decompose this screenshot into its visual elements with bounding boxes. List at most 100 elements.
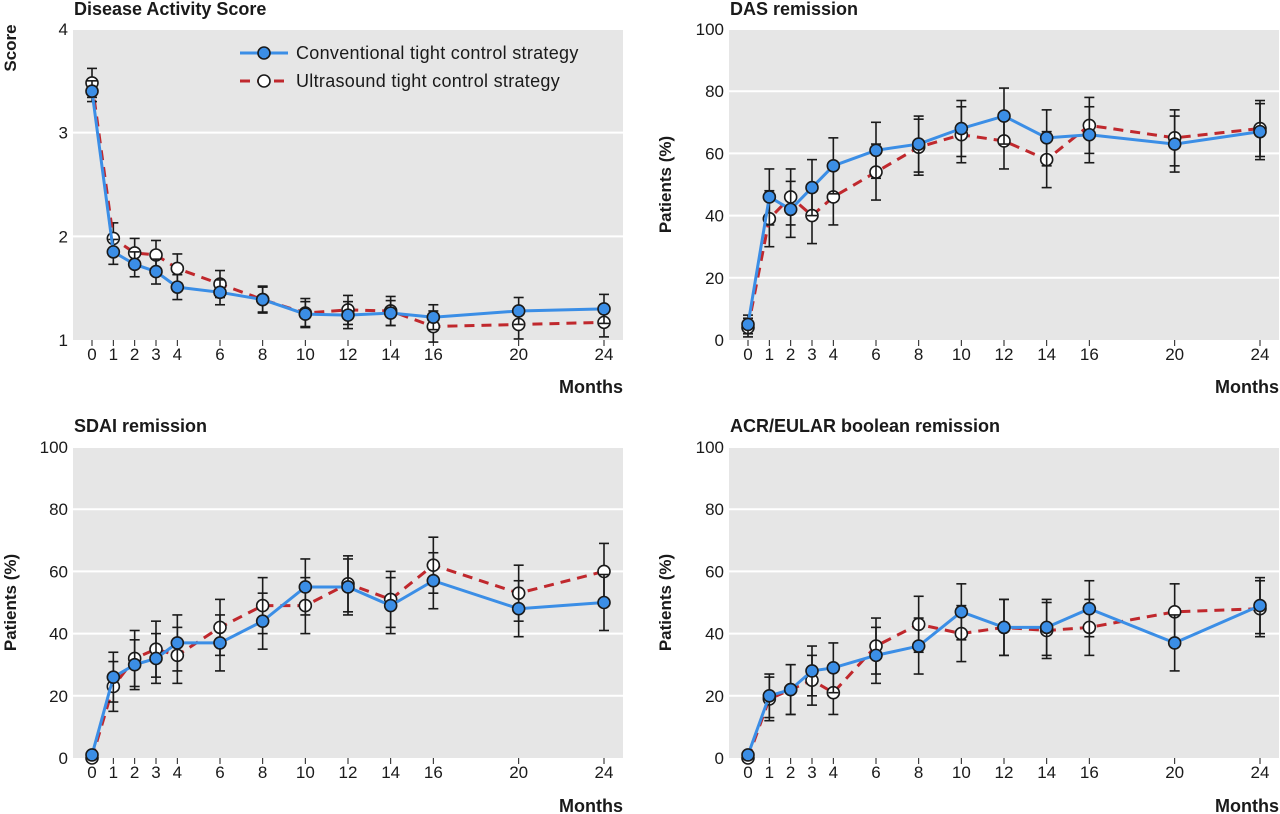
y-tick-label: 40: [705, 625, 724, 644]
data-point: [805, 180, 819, 195]
x-tick-label: 14: [381, 345, 400, 364]
data-point: [149, 264, 163, 279]
data-point: [954, 121, 969, 136]
x-axis-label: Months: [1215, 377, 1279, 397]
x-tick-label: 16: [1080, 345, 1099, 364]
data-point: [1039, 131, 1054, 145]
data-point: [170, 261, 185, 276]
x-tick-label: 2: [130, 345, 139, 364]
series-conventional: [85, 551, 611, 762]
y-tick-label: 4: [59, 20, 68, 39]
data-point: [426, 310, 441, 324]
data-point: [511, 304, 526, 318]
x-tick-label: 20: [1165, 763, 1184, 782]
data-point: [997, 620, 1011, 635]
x-tick-label: 2: [786, 345, 795, 364]
x-axis-label: Months: [1215, 796, 1279, 814]
data-point: [869, 648, 883, 663]
data-point: [869, 143, 883, 158]
series-conventional: [741, 87, 1267, 335]
x-tick-label: 4: [173, 345, 182, 364]
data-point: [149, 651, 163, 666]
legend: Conventional tight control strategy Ultra…: [240, 43, 579, 91]
x-tick-label: 8: [258, 763, 267, 782]
y-tick-label: 80: [705, 500, 724, 519]
y-tick-label: 20: [49, 687, 68, 706]
data-point: [997, 109, 1011, 123]
x-tick-label: 3: [151, 763, 160, 782]
x-tick-label: 20: [1165, 345, 1184, 364]
y-tick-label: 40: [49, 625, 68, 644]
data-point: [783, 682, 798, 697]
chart-title: DAS remission: [730, 0, 858, 19]
x-tick-label: 1: [765, 345, 774, 364]
x-tick-label: 20: [509, 763, 528, 782]
data-point: [826, 661, 841, 675]
x-tick-label: 24: [1251, 345, 1270, 364]
y-tick-label: 80: [49, 500, 68, 519]
x-tick-label: 8: [914, 763, 923, 782]
x-tick-label: 0: [87, 763, 96, 782]
x-tick-label: 24: [595, 763, 614, 782]
x-tick-label: 8: [914, 345, 923, 364]
chart-title: Disease Activity Score: [74, 0, 266, 19]
data-point: [1253, 598, 1267, 613]
data-point: [85, 84, 99, 98]
data-point: [826, 159, 841, 173]
data-point: [106, 670, 121, 684]
data-point: [213, 285, 227, 300]
x-tick-label: 3: [807, 763, 816, 782]
x-tick-label: 1: [109, 345, 118, 364]
y-tick-label: 40: [705, 207, 724, 226]
data-point: [1082, 601, 1097, 616]
x-axis-label: Months: [559, 796, 623, 814]
legend-label-conventional: Conventional tight control strategy: [296, 43, 579, 63]
legend-marker-conventional: [257, 46, 271, 60]
data-point: [1039, 620, 1054, 635]
x-tick-label: 6: [871, 763, 880, 782]
x-tick-label: 10: [952, 345, 971, 364]
x-tick-label: 16: [424, 763, 443, 782]
data-point: [805, 664, 819, 678]
y-tick-label: 2: [59, 227, 68, 246]
series-conventional: [741, 576, 1267, 762]
data-point: [1167, 636, 1182, 650]
x-tick-label: 4: [829, 763, 838, 782]
x-tick-label: 0: [87, 345, 96, 364]
y-tick-label: 80: [705, 82, 724, 101]
y-tick-label: 3: [59, 124, 68, 143]
data-point: [1253, 124, 1267, 139]
data-point: [783, 202, 798, 217]
y-tick-label: 0: [715, 331, 724, 350]
x-tick-label: 16: [1080, 763, 1099, 782]
y-tick-label: 0: [59, 749, 68, 768]
x-tick-label: 24: [595, 345, 614, 364]
data-point: [1082, 127, 1097, 142]
x-tick-label: 4: [173, 763, 182, 782]
y-axis-label: Score: [1, 24, 20, 71]
x-tick-label: 6: [871, 345, 880, 364]
data-point: [298, 580, 313, 594]
y-tick-label: 0: [715, 749, 724, 768]
data-point: [741, 317, 755, 332]
x-tick-label: 20: [509, 345, 528, 364]
data-point: [255, 292, 270, 307]
data-point: [911, 137, 926, 151]
plot-area: [73, 29, 623, 340]
plot-area: [729, 29, 1279, 340]
y-tick-label: 20: [705, 269, 724, 288]
legend-label-ultrasound: Ultrasound tight control strategy: [296, 71, 560, 91]
data-point: [1167, 137, 1182, 151]
y-tick-label: 100: [40, 438, 68, 457]
y-tick-label: 60: [705, 562, 724, 581]
x-tick-label: 6: [215, 345, 224, 364]
y-axis-label: Patients (%): [656, 136, 675, 233]
y-tick-label: 100: [696, 438, 724, 457]
data-point: [170, 280, 185, 294]
data-point: [383, 306, 398, 320]
x-tick-label: 1: [765, 763, 774, 782]
x-tick-label: 16: [424, 345, 443, 364]
